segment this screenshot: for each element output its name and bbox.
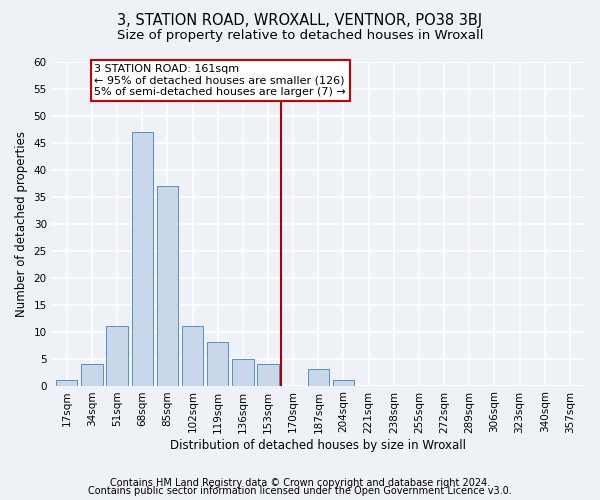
Bar [257, 364, 279, 386]
Bar [106, 326, 128, 386]
Bar [232, 358, 254, 386]
Bar [308, 370, 329, 386]
Bar [131, 132, 153, 386]
Text: 3, STATION ROAD, WROXALL, VENTNOR, PO38 3BJ: 3, STATION ROAD, WROXALL, VENTNOR, PO38 … [118, 12, 482, 28]
Bar [207, 342, 229, 386]
Bar [182, 326, 203, 386]
X-axis label: Distribution of detached houses by size in Wroxall: Distribution of detached houses by size … [170, 440, 466, 452]
Bar [157, 186, 178, 386]
Y-axis label: Number of detached properties: Number of detached properties [15, 130, 28, 316]
Bar [81, 364, 103, 386]
Text: Contains HM Land Registry data © Crown copyright and database right 2024.: Contains HM Land Registry data © Crown c… [110, 478, 490, 488]
Text: 3 STATION ROAD: 161sqm
← 95% of detached houses are smaller (126)
5% of semi-det: 3 STATION ROAD: 161sqm ← 95% of detached… [94, 64, 346, 98]
Text: Contains public sector information licensed under the Open Government Licence v3: Contains public sector information licen… [88, 486, 512, 496]
Text: Size of property relative to detached houses in Wroxall: Size of property relative to detached ho… [117, 28, 483, 42]
Bar [333, 380, 354, 386]
Bar [56, 380, 77, 386]
